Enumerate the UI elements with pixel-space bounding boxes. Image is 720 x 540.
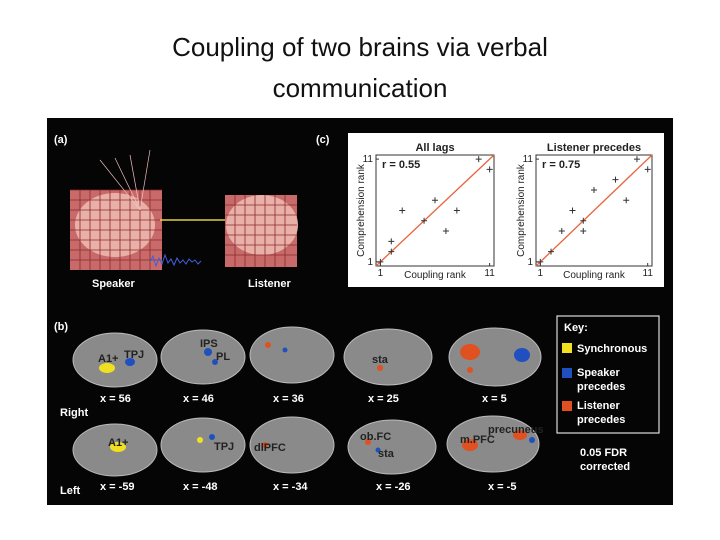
- key-entry: Synchronous: [577, 343, 647, 355]
- data-point: [388, 248, 395, 255]
- panel-label: (c): [316, 134, 330, 146]
- region-label: A1+: [98, 353, 119, 365]
- region-label: sta: [378, 448, 395, 460]
- slice-label: x = 5: [482, 393, 507, 405]
- region-label: sta: [372, 354, 389, 366]
- slice-label: x = -59: [100, 481, 135, 493]
- data-point: [623, 197, 630, 204]
- data-point: [569, 207, 576, 214]
- data-point: [580, 228, 587, 235]
- region-label: A1+: [108, 437, 129, 449]
- x-tick-label: 11: [484, 268, 495, 279]
- plot-title: All lags: [415, 142, 454, 154]
- slice-label: x = -26: [376, 481, 411, 493]
- region-label: TPJ: [124, 349, 144, 361]
- region-label: IPS: [200, 338, 218, 350]
- region-label: TPJ: [214, 441, 234, 453]
- key-entry: precedes: [577, 381, 625, 393]
- data-point: [548, 248, 555, 255]
- speaker-label: Speaker: [92, 278, 136, 290]
- x-tick-label: 11: [643, 268, 654, 279]
- region-label: precuneus: [488, 424, 544, 436]
- threshold-label: 0.05 FDR: [580, 447, 627, 459]
- data-point: [537, 258, 544, 265]
- scatter-panel: [348, 133, 664, 287]
- region-label: ob.FC: [360, 431, 391, 443]
- data-point: [421, 217, 428, 224]
- data-point: [486, 166, 493, 173]
- threshold-label: corrected: [580, 461, 630, 473]
- x-tick-label: 1: [378, 268, 384, 279]
- slice-label: x = 25: [368, 393, 399, 405]
- region-labels: A1+ TPJ IPS PL sta A1+ TPJ dlPFC ob.FC s…: [98, 338, 544, 460]
- data-point: [377, 258, 384, 265]
- slice-label: x = -48: [183, 481, 218, 493]
- annotation: r = 0.55: [382, 159, 420, 171]
- y-axis-label: Comprehension rank: [356, 163, 367, 257]
- key-entry: Speaker: [577, 367, 621, 379]
- x-tick-label: 1: [538, 268, 544, 279]
- data-point: [453, 207, 460, 214]
- data-point: [580, 217, 587, 224]
- key-entry: Listener: [577, 400, 621, 412]
- y-tick-label: 1: [527, 257, 533, 268]
- data-point: [591, 186, 597, 193]
- x-axis-label: Coupling rank: [563, 270, 626, 281]
- data-point: [644, 166, 651, 173]
- panel-label: (b): [54, 321, 68, 333]
- y-axis-label: Comprehension rank: [516, 163, 527, 257]
- data-point: [399, 207, 406, 214]
- data-point: [388, 238, 395, 245]
- hemisphere-label: Right: [60, 407, 88, 419]
- annotation: r = 0.75: [542, 159, 580, 171]
- slice-labels: x = 56 x = 46 x = 36 x = 25 x = 5 x = -5…: [60, 393, 516, 497]
- data-point: [558, 228, 565, 235]
- data-point: [633, 156, 640, 163]
- fit-line: [375, 154, 495, 267]
- panel-label: (a): [54, 134, 68, 146]
- slice-label: x = 46: [183, 393, 214, 405]
- key-title: Key:: [564, 322, 588, 334]
- region-label: PL: [216, 351, 230, 363]
- data-point: [432, 197, 438, 204]
- speaker-brain: [70, 149, 162, 270]
- slice-label: x = -34: [273, 481, 308, 493]
- region-label: dlPFC: [254, 442, 286, 454]
- x-axis-label: Coupling rank: [404, 270, 467, 281]
- y-tick-label: 11: [523, 154, 534, 165]
- brain-slices: [72, 326, 542, 477]
- plot-title: Listener precedes: [547, 142, 641, 154]
- data-point: [442, 228, 449, 235]
- listener-brain: [225, 195, 298, 267]
- y-tick-label: 11: [363, 154, 374, 165]
- key-entry: precedes: [577, 414, 625, 426]
- key: Key: Synchronous Speaker precedes Listen…: [556, 315, 660, 434]
- slice-label: x = 56: [100, 393, 131, 405]
- data-point: [475, 156, 482, 163]
- data-point: [612, 176, 619, 183]
- slice-label: x = -5: [488, 481, 516, 493]
- listener-label: Listener: [248, 278, 292, 290]
- title-line: Coupling of two brains via verbal: [172, 32, 548, 62]
- region-label: m.PFC: [460, 434, 495, 446]
- plot-frame: [375, 154, 495, 267]
- plot-frame: [535, 154, 653, 267]
- title-line: communication: [273, 73, 448, 103]
- fit-line: [535, 154, 653, 267]
- hemisphere-label: Left: [60, 485, 81, 497]
- y-tick-label: 1: [367, 257, 373, 268]
- activation-blobs: [99, 342, 535, 453]
- speech-waveform: [149, 253, 202, 268]
- slice-label: x = 36: [273, 393, 304, 405]
